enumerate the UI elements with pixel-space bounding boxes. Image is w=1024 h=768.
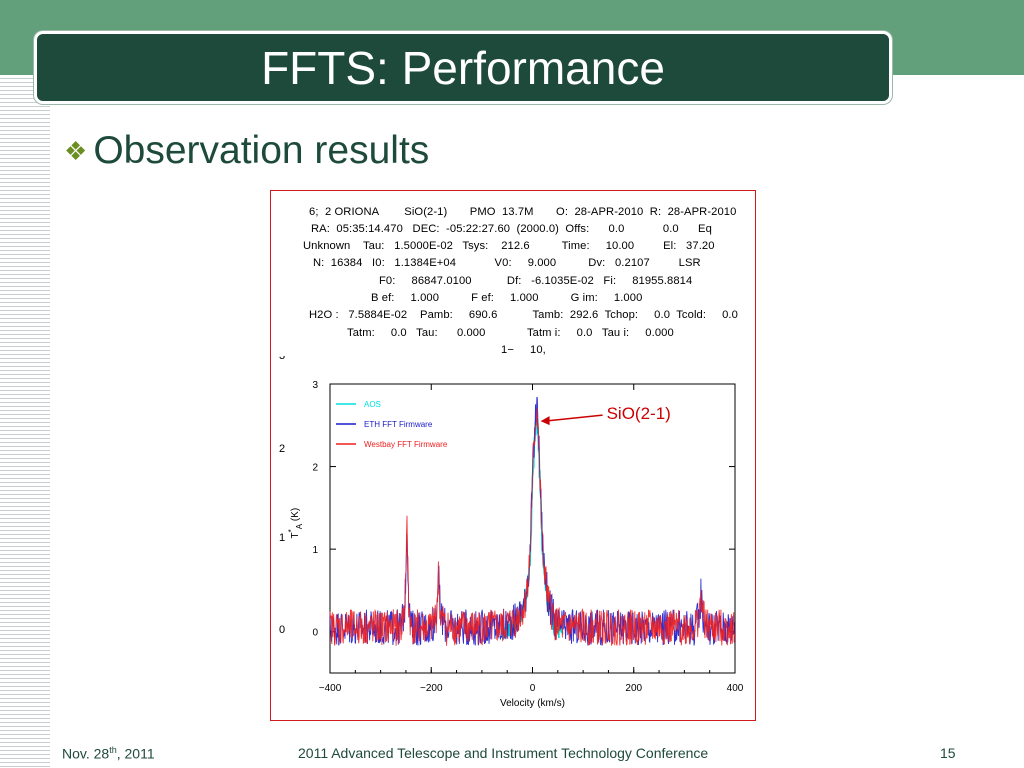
y-tick-label: 2	[312, 463, 318, 474]
header-line: 1− 10,	[501, 344, 546, 356]
header-line: H2O : 7.5884E-02 Pamb: 690.6 Tamb: 292.6…	[309, 309, 738, 321]
header-line: F0: 86847.0100 Df: -6.1035E-02 Fi: 81955…	[379, 275, 693, 287]
y-tick-label: 0	[312, 628, 318, 639]
footer-page-number: 15	[940, 745, 956, 761]
y-tick-label: 1	[312, 545, 318, 556]
series-line-3	[329, 408, 736, 646]
annotation-label: SiO(2-1)	[607, 404, 671, 423]
spectrum-chart: 3 2 1 0 0 1 2 3 −400 −200 0 200 400 Velocity (km/s) T*…	[279, 356, 744, 709]
x-tick-label: −400	[319, 683, 342, 694]
footer-date-main: Nov. 28	[62, 745, 110, 762]
header-line: RA: 05:35:14.470 DEC: -05:22:27.60 (2000…	[311, 223, 712, 235]
annotation-arrowhead	[540, 416, 550, 426]
footer-conference: 2011 Advanced Telescope and Instrument T…	[298, 745, 709, 761]
outer-y-tick-label: 3	[279, 356, 285, 362]
header-line: Unknown Tau: 1.5000E-02 Tsys: 212.6 Time…	[303, 240, 715, 252]
x-tick-label: 200	[625, 683, 642, 694]
annotation-arrow	[544, 414, 603, 422]
slide-title: FFTS: Performance	[261, 41, 665, 94]
left-stripe-decoration	[0, 75, 50, 768]
outer-y-tick-label: 0	[279, 624, 285, 636]
diamond-bullet-icon: ❖	[64, 136, 88, 166]
footer-date-sup: th	[109, 745, 117, 755]
series-line-2	[329, 396, 736, 646]
y-tick-label: 3	[312, 380, 318, 391]
outer-y-tick-label: 1	[279, 532, 285, 544]
x-axis-label: Velocity (km/s)	[500, 698, 565, 709]
footer-date: Nov. 28th, 2011	[62, 745, 155, 762]
figure-frame: 6; 2 ORIONA SiO(2-1) PMO 13.7M O: 28-APR…	[270, 190, 756, 721]
legend-label: Westbay FFT Firmware	[364, 440, 448, 449]
header-line: Tatm: 0.0 Tau: 0.000 Tatm i: 0.0 Tau i: …	[347, 327, 674, 339]
bullet-text: Observation results	[93, 129, 430, 172]
legend-label: AOS	[364, 400, 381, 409]
legend-label: ETH FFT Firmware	[364, 420, 433, 429]
footer-date-tail: , 2011	[116, 745, 155, 762]
bullet-item: ❖ Observation results	[64, 129, 429, 173]
outer-y-tick-label: 2	[279, 443, 285, 455]
y-axis-label: T*A (K)	[287, 508, 304, 539]
title-box: FFTS: Performance	[34, 31, 892, 104]
x-tick-label: 400	[727, 683, 744, 694]
x-tick-label: 0	[530, 683, 536, 694]
x-tick-label: −200	[420, 683, 443, 694]
header-line: N: 16384 I0: 1.1384E+04 V0: 9.000 Dv: 0.…	[313, 257, 701, 269]
header-line: 6; 2 ORIONA SiO(2-1) PMO 13.7M O: 28-APR…	[309, 206, 737, 218]
header-line: B ef: 1.000 F ef: 1.000 G im: 1.000	[371, 292, 643, 304]
